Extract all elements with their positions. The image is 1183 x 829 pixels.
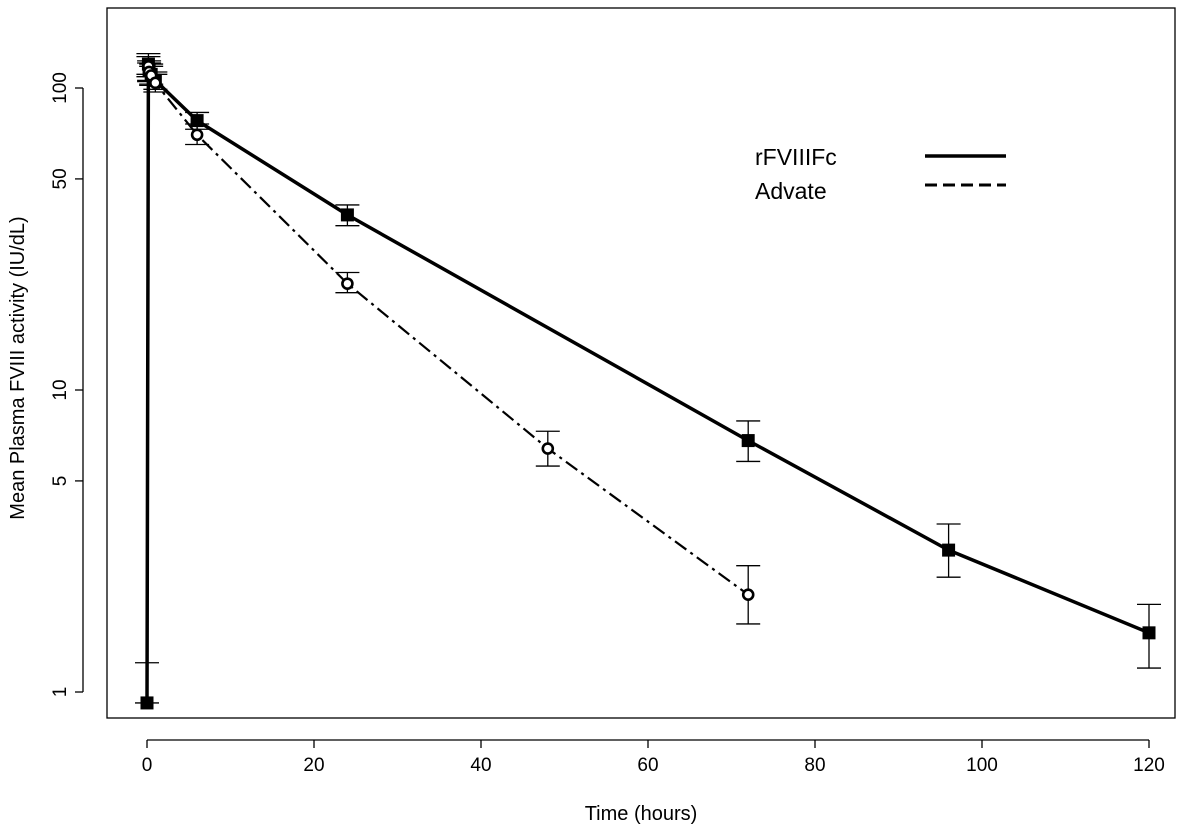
data-point-circle xyxy=(541,442,555,455)
series-advate xyxy=(136,56,761,703)
y-tick-label: 1 xyxy=(50,687,71,698)
x-axis: 0 20 40 60 80 100 120 xyxy=(142,739,1165,776)
legend-label-rfviiifc: rFVIIIFc xyxy=(755,144,837,170)
plot-frame xyxy=(106,7,1176,719)
data-point-square xyxy=(1142,626,1156,640)
data-point-square xyxy=(741,434,755,448)
y-axis: 1 5 10 50 100 xyxy=(50,72,84,698)
legend-label-advate: Advate xyxy=(755,178,827,204)
x-tick-label: 80 xyxy=(804,755,825,776)
data-point-square xyxy=(340,208,354,222)
x-tick-label: 100 xyxy=(966,755,998,776)
legend: rFVIIIFc Advate xyxy=(755,144,1006,204)
data-point-circle xyxy=(190,128,204,142)
y-tick-label: 100 xyxy=(50,72,71,104)
x-tick-label: 0 xyxy=(142,755,153,776)
x-axis-title: Time (hours) xyxy=(585,803,698,825)
series-rfviiifc xyxy=(135,52,1161,710)
series-layer xyxy=(135,52,1161,710)
series-line-rfviiifc xyxy=(145,62,1150,703)
data-point-square xyxy=(140,696,154,710)
y-tick-label: 5 xyxy=(50,476,71,487)
y-tick-label: 50 xyxy=(50,168,71,189)
data-point-circle xyxy=(149,76,162,90)
y-tick-label: 10 xyxy=(50,379,71,400)
data-point-circle xyxy=(341,277,354,290)
data-point-circle xyxy=(741,588,755,601)
y-axis-title: Mean Plasma FVIII activity (IU/dL) xyxy=(7,216,29,519)
series-line-advate xyxy=(145,65,749,703)
x-tick-label: 120 xyxy=(1133,755,1165,776)
x-tick-label: 60 xyxy=(637,755,658,776)
x-tick-label: 40 xyxy=(470,755,491,776)
data-point-square xyxy=(942,543,956,557)
x-tick-label: 20 xyxy=(303,755,324,776)
